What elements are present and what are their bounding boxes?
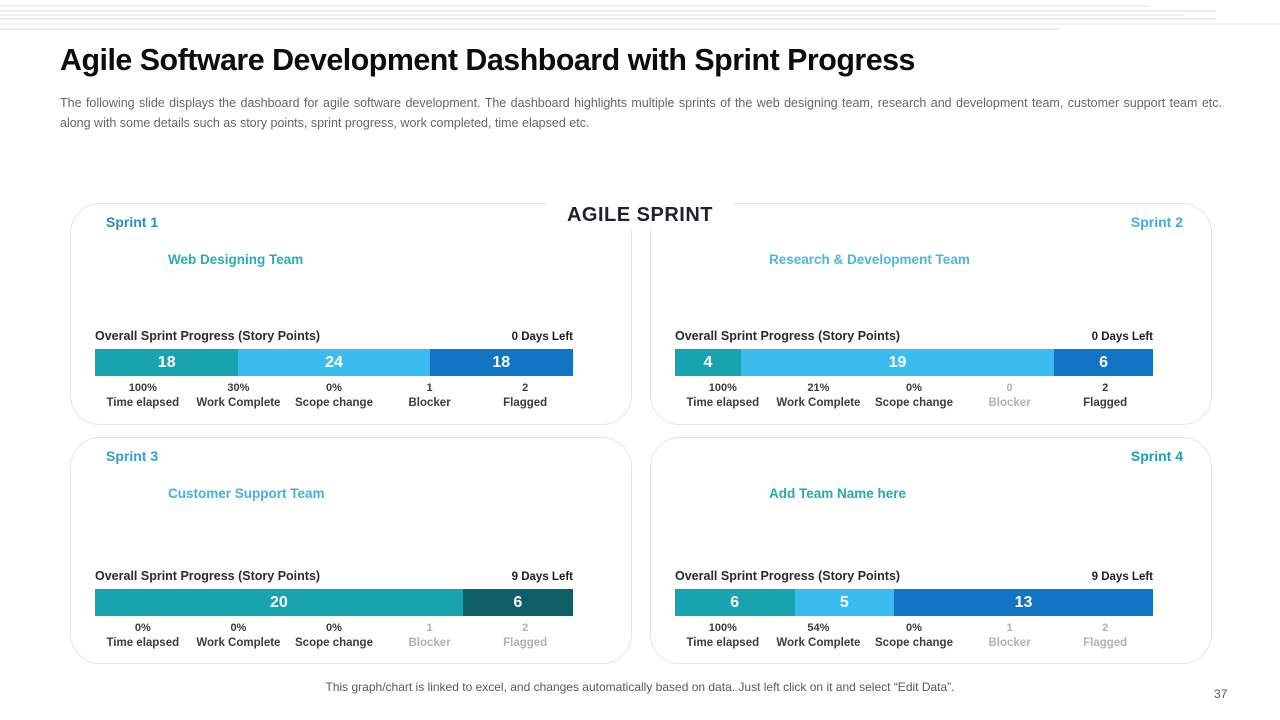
chart-title: Overall Sprint Progress (Story Points) [95,329,321,343]
stat-blocker: 0 Blocker [988,382,1031,409]
bar-segment: 24 [238,349,430,376]
stats-row: 100% Time elapsed 21% Work Complete 0% Scop… [675,382,1153,410]
bar-segment: 4 [675,349,741,376]
stat-scope-change: 0% Scope change [875,622,953,649]
stat-work-complete: 30% Work Complete [196,382,281,409]
bar-segment: 6 [1054,349,1153,376]
stat-flagged: 2 Flagged [1083,382,1128,409]
stats-row: 100% Time elapsed 54% Work Complete 0% Scop… [675,622,1153,650]
page-title: Agile Software Development Dashboard wit… [60,42,915,77]
footer-note: This graph/chart is linked to excel, and… [325,680,955,694]
stats-row: 0% Time elapsed 0% Work Complete 0% Scope c… [95,622,573,650]
stat-blocker: 1 Blocker [408,622,451,649]
sprint-progress-chart[interactable]: Overall Sprint Progress (Story Points) 0… [675,329,1153,410]
stat-flagged: 2 Flagged [503,622,548,649]
stat-blocker: 1 Blocker [408,382,451,409]
team-name: Web Designing Team [168,252,304,267]
sprint-card-1: Sprint 1 Web Designing Team Overall Spri… [70,203,632,425]
sprint-2-title: Sprint 2 [1130,214,1183,230]
bar-segment: 20 [95,589,463,616]
center-heading: AGILE SPRINT [546,202,734,229]
bar-segment: 13 [894,589,1153,616]
stat-time-elapsed: 100% Time elapsed [686,622,760,649]
team-name: Research & Development Team [769,252,970,267]
days-left-label: 9 Days Left [511,571,573,583]
sprint-progress-chart[interactable]: Overall Sprint Progress (Story Points) 9… [95,569,573,650]
team-name: Add Team Name here [769,486,907,501]
page-subtitle: The following slide displays the dashboa… [60,96,1222,130]
chart-title: Overall Sprint Progress (Story Points) [95,569,321,583]
sprint-1-title: Sprint 1 [106,214,159,230]
stat-work-complete: 21% Work Complete [776,382,861,409]
page-number: 37 [1214,687,1228,701]
days-left-label: 0 Days Left [1091,331,1153,343]
bar-segment: 5 [794,589,895,616]
chart-title: Overall Sprint Progress (Story Points) [675,329,901,343]
sprint-progress-chart[interactable]: Overall Sprint Progress (Story Points) 9… [675,569,1153,650]
bar-segment: 19 [740,349,1055,376]
stat-flagged: 2 Flagged [1083,622,1128,649]
bar-segment: 6 [675,589,795,616]
stat-blocker: 1 Blocker [988,622,1031,649]
stat-work-complete: 0% Work Complete [196,622,281,649]
stacked-progress-bar: 6 5 13 [675,589,1153,616]
stat-scope-change: 0% Scope change [295,622,373,649]
stacked-progress-bar: 18 24 18 [95,349,573,376]
stat-flagged: 2 Flagged [503,382,548,409]
stacked-progress-bar: 20 6 [95,589,573,616]
stat-time-elapsed: 100% Time elapsed [106,382,180,409]
decorative-line [0,5,1150,7]
team-name: Customer Support Team [168,486,325,501]
decorative-line [0,10,1216,12]
sprint-card-4: Sprint 4 Add Team Name here Overall Spri… [650,437,1212,664]
stat-time-elapsed: 100% Time elapsed [686,382,760,409]
stat-work-complete: 54% Work Complete [776,622,861,649]
stacked-progress-bar: 4 19 6 [675,349,1153,376]
sprint-card-3: Sprint 3 Customer Support Team Overall S… [70,437,632,664]
sprint-progress-chart[interactable]: Overall Sprint Progress (Story Points) 0… [95,329,573,410]
decorative-line [0,18,1216,20]
sprint-3-title: Sprint 3 [106,448,159,464]
stats-row: 100% Time elapsed 30% Work Complete 0% Scop… [95,382,573,410]
sprint-card-2: Sprint 2 Research & Development Team Ove… [650,203,1212,425]
bar-segment: 6 [462,589,573,616]
stat-scope-change: 0% Scope change [295,382,373,409]
chart-title: Overall Sprint Progress (Story Points) [675,569,901,583]
bar-segment: 18 [95,349,239,376]
days-left-label: 0 Days Left [511,331,573,343]
stat-scope-change: 0% Scope change [875,382,953,409]
bar-segment: 18 [429,349,573,376]
stat-time-elapsed: 0% Time elapsed [106,622,180,649]
days-left-label: 9 Days Left [1091,571,1153,583]
sprint-4-title: Sprint 4 [1130,448,1183,464]
decorative-line [0,14,1184,16]
decorative-line [0,28,1060,30]
decorative-line [0,23,1280,25]
